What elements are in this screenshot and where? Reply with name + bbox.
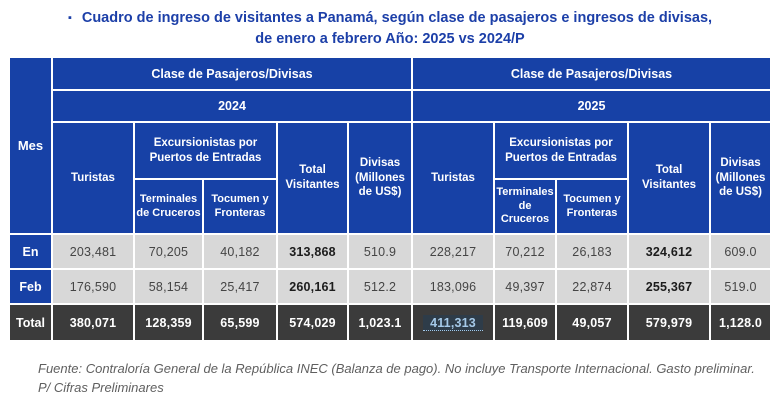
col-header-tocumen-2024: Tocumen y Fronteras <box>204 180 276 233</box>
cell-2024-total-feb: 260,161 <box>278 270 347 303</box>
cell-2024-total-en: 313,868 <box>278 235 347 268</box>
col-header-turistas-2025: Turistas <box>413 123 494 233</box>
cell-2024-turistas-total: 380,071 <box>53 305 133 340</box>
table-row-febrero: Feb 176,590 58,154 25,417 260,161 512.2 … <box>10 270 771 303</box>
table-row-total: Total 380,071 128,359 65,599 574,029 1,0… <box>10 305 771 340</box>
cell-2025-terminales-feb: 49,397 <box>495 270 556 303</box>
col-header-terminales-2025: Terminales de Cruceros <box>495 180 556 233</box>
highlighted-value: 411,313 <box>423 314 483 331</box>
col-header-turistas-2024: Turistas <box>53 123 133 233</box>
cell-2024-tocumen-en: 40,182 <box>204 235 276 268</box>
source-note-line1: Fuente: Contraloría General de la Repúbl… <box>38 361 755 376</box>
cell-2025-divisas-feb: 519.0 <box>711 270 771 303</box>
cell-2025-tocumen-total: 49,057 <box>557 305 628 340</box>
col-header-excursionistas-2025: Excursionistas por Puertos de Entradas <box>495 123 628 178</box>
cell-2024-terminales-total: 128,359 <box>135 305 202 340</box>
cell-2025-turistas-feb: 183,096 <box>413 270 494 303</box>
cell-2025-terminales-total: 119,609 <box>495 305 556 340</box>
cell-2025-total-en: 324,612 <box>629 235 710 268</box>
cell-2025-divisas-en: 609.0 <box>711 235 771 268</box>
cell-2024-terminales-feb: 58,154 <box>135 270 202 303</box>
visitors-table: Mes Clase de Pasajeros/Divisas Clase de … <box>8 56 772 342</box>
col-header-excursionistas-2024: Excursionistas por Puertos de Entradas <box>135 123 276 178</box>
cell-2024-turistas-en: 203,481 <box>53 235 133 268</box>
cell-2024-turistas-feb: 176,590 <box>53 270 133 303</box>
col-header-total-2024: Total Visitantes <box>278 123 347 233</box>
group-header-2025: Clase de Pasajeros/Divisas <box>413 58 771 89</box>
cell-2025-tocumen-en: 26,183 <box>557 235 628 268</box>
cell-2025-terminales-en: 70,212 <box>495 235 556 268</box>
cell-2025-tocumen-feb: 22,874 <box>557 270 628 303</box>
page-title: ▪ Cuadro de ingreso de visitantes a Panam… <box>60 8 720 50</box>
cell-2024-divisas-en: 510.9 <box>349 235 412 268</box>
table-row-enero: En 203,481 70,205 40,182 313,868 510.9 2… <box>10 235 771 268</box>
cell-2025-total-feb: 255,367 <box>629 270 710 303</box>
cell-2024-divisas-total: 1,023.1 <box>349 305 412 340</box>
group-header-2024: Clase de Pasajeros/Divisas <box>53 58 412 89</box>
col-header-divisas-2025: Divisas (Millones de US$) <box>711 123 771 233</box>
cell-2024-divisas-feb: 512.2 <box>349 270 412 303</box>
cell-2025-total-total: 579,979 <box>629 305 710 340</box>
cell-2025-divisas-total: 1,128.0 <box>711 305 771 340</box>
cell-2024-tocumen-feb: 25,417 <box>204 270 276 303</box>
row-label-feb: Feb <box>10 270 51 303</box>
cell-2024-total-total: 574,029 <box>278 305 347 340</box>
page-title-text: Cuadro de ingreso de visitantes a Panamá… <box>81 10 713 47</box>
source-note: Fuente: Contraloría General de la Repúbl… <box>38 359 758 397</box>
bullet-icon: ▪ <box>67 12 72 24</box>
col-header-terminales-2024: Terminales de Cruceros <box>135 180 202 233</box>
cell-2024-tocumen-total: 65,599 <box>204 305 276 340</box>
year-header-2025: 2025 <box>413 91 771 121</box>
col-header-tocumen-2025: Tocumen y Fronteras <box>557 180 628 233</box>
cell-2025-turistas-en: 228,217 <box>413 235 494 268</box>
row-label-en: En <box>10 235 51 268</box>
source-note-line2: P/ Cifras Preliminares <box>38 380 164 395</box>
cell-2025-turistas-total: 411,313 <box>413 305 494 340</box>
row-label-total: Total <box>10 305 51 340</box>
col-header-total-2025: Total Visitantes <box>629 123 710 233</box>
year-header-2024: 2024 <box>53 91 412 121</box>
cell-2024-terminales-en: 70,205 <box>135 235 202 268</box>
col-header-divisas-2024: Divisas (Millones de US$) <box>349 123 412 233</box>
col-header-mes: Mes <box>10 58 51 233</box>
